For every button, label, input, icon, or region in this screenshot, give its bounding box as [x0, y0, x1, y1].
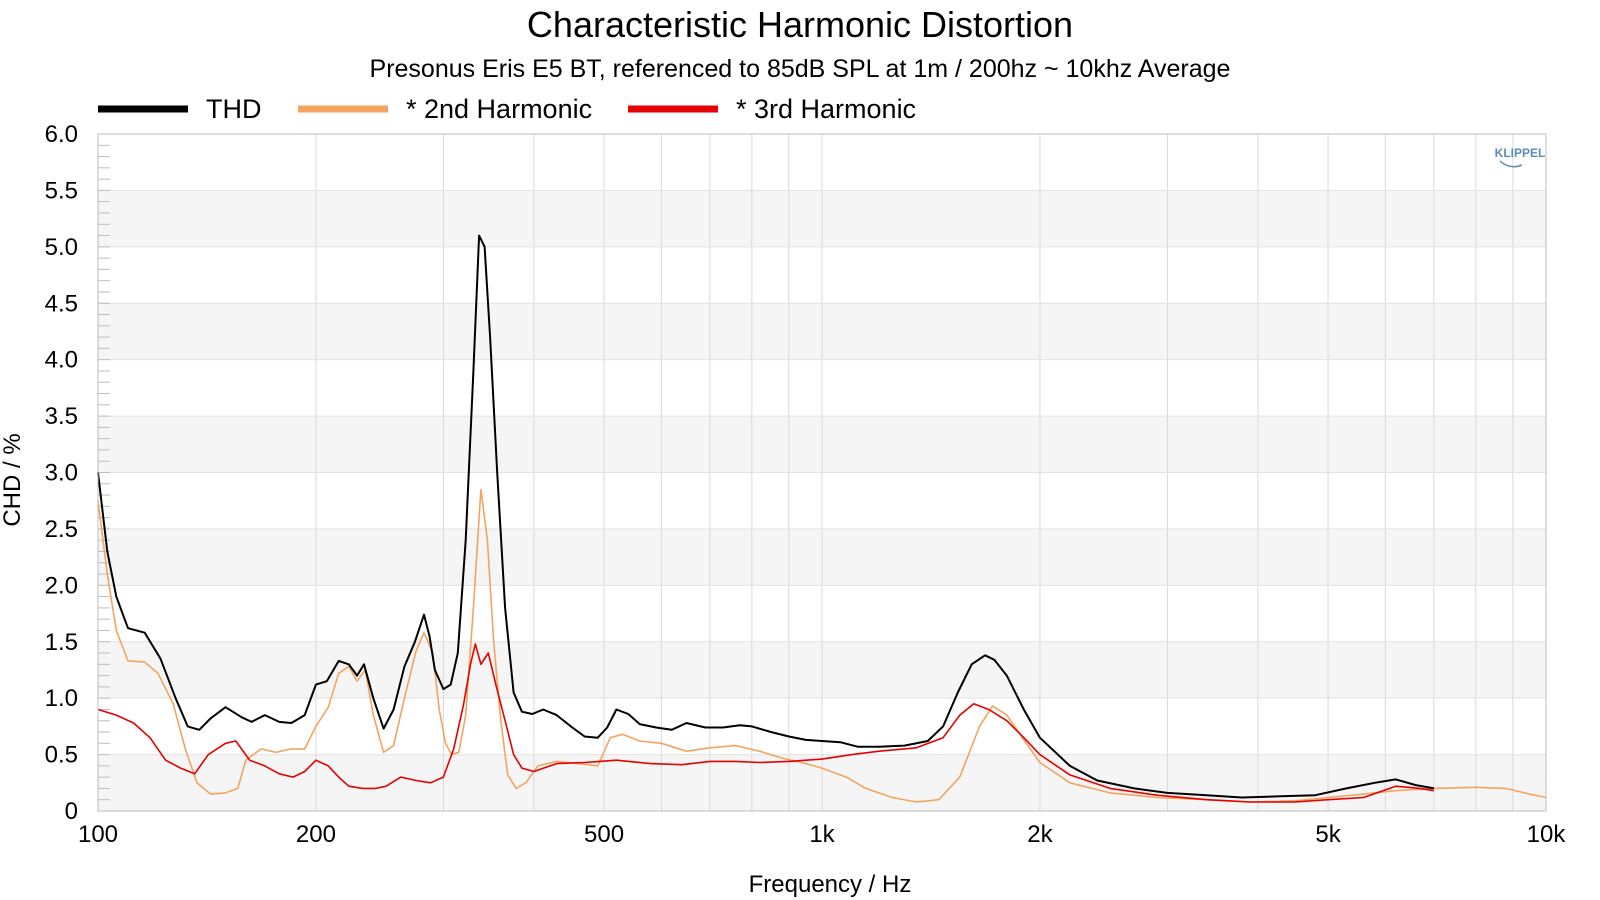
series-line-2nd-harmonic: [97, 488, 1547, 803]
y-tick-label: 0: [65, 798, 78, 825]
plot-frame: [97, 133, 1547, 812]
y-tick-label: 1.0: [45, 685, 78, 712]
grid-lines: [98, 133, 1546, 811]
chart-subtitle: Presonus Eris E5 BT, referenced to 85dB …: [370, 55, 1231, 83]
y-tick-label: 3.5: [45, 403, 78, 430]
series-line-3rd-harmonic: [97, 643, 1435, 803]
y-tick-label: 6.0: [45, 121, 78, 148]
x-tick-label: 500: [584, 821, 624, 848]
logo-swoosh: [1499, 160, 1523, 168]
x-tick-label: 1k: [809, 821, 835, 848]
x-tick-label: 200: [296, 821, 336, 848]
y-axis-label: CHD / %: [0, 433, 26, 526]
y-tick-label: 4.5: [45, 290, 78, 317]
x-tick-label: 100: [78, 821, 118, 848]
y-tick-label: 5.0: [45, 234, 78, 261]
x-tick-label: 2k: [1027, 821, 1053, 848]
y-tick-label: 5.5: [45, 177, 78, 204]
legend-label: * 3rd Harmonic: [736, 94, 916, 124]
legend-label: * 2nd Harmonic: [406, 94, 592, 124]
x-tick-label: 5k: [1315, 821, 1341, 848]
tick-labels: 100 200 500 1k 2k 5k 10k 0 0.5 1.0 1.5 2.0 2.5 3.0 3.5…: [45, 121, 1567, 848]
legend-label: THD: [206, 94, 262, 124]
klippel-logo: KLIPPEL: [1495, 146, 1546, 168]
legend: THD * 2nd Harmonic * 3rd Harmonic: [98, 94, 916, 124]
y-tick-label: 2.5: [45, 516, 78, 543]
y-tick-label: 2.0: [45, 572, 78, 599]
series-layer: [97, 234, 1547, 803]
y-tick-label: 1.5: [45, 629, 78, 656]
series-line-thd: [97, 234, 1435, 799]
y-tick-label: 0.5: [45, 742, 78, 769]
y-tick-label: 4.0: [45, 347, 78, 374]
x-tick-label: 10k: [1527, 821, 1567, 848]
chart-title: Characteristic Harmonic Distortion: [527, 4, 1073, 45]
x-axis-label: Frequency / Hz: [749, 871, 912, 898]
y-tick-label: 3.0: [45, 460, 78, 487]
watermark-text: KLIPPEL: [1495, 146, 1546, 160]
